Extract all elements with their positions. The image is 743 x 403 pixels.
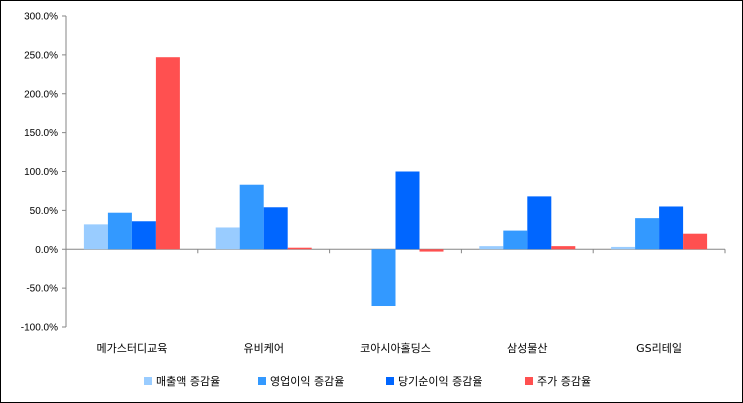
bar-3-2 [263, 207, 288, 250]
bar-1-2 [215, 227, 240, 250]
legend-label: 매출액 증감율 [156, 375, 220, 388]
legend-label: 영업이익 증감율 [270, 375, 344, 388]
category-label: GS리테일 [636, 341, 682, 355]
bar-3-4 [527, 196, 552, 250]
bar-4-4 [551, 246, 576, 250]
y-tick-label: 150.0% [24, 128, 58, 139]
y-tick-label: -100.0% [21, 323, 58, 334]
bar-2-4 [503, 230, 528, 250]
labels: 300.0% 250.0% 200.0% 150.0% 100.0% 50.0% 0.0% -… [21, 12, 682, 356]
y-tick-label: 200.0% [24, 89, 58, 100]
y-tick-label: 100.0% [24, 167, 58, 178]
y-tick-label: 0.0% [35, 245, 58, 256]
bar-1-4 [479, 246, 504, 250]
legend-swatch [258, 377, 266, 385]
legend-swatch [386, 377, 394, 385]
bar-1-1 [83, 224, 108, 250]
bar-2-1 [107, 212, 132, 250]
legend-swatch [525, 377, 533, 385]
category-label: 유비케어 [243, 342, 283, 355]
category-label: 메가스터디교육 [96, 342, 167, 355]
bar-1-5 [611, 246, 636, 250]
bar-4-5 [683, 233, 708, 250]
bar-4-3 [419, 249, 444, 252]
y-tick-label: 50.0% [30, 206, 58, 217]
bar-4-1 [155, 57, 180, 250]
y-tick-label: 250.0% [24, 50, 58, 61]
legend: 매출액 증감율 영업이익 증감율 당기순이익 증감율 주가 증감율 [144, 375, 591, 388]
bar-2-5 [635, 218, 660, 250]
y-tick-label: -50.0% [26, 284, 58, 295]
bars [83, 57, 708, 307]
bar-3-5 [659, 206, 684, 250]
category-label: 삼성물산 [507, 342, 547, 355]
legend-swatch [144, 377, 152, 385]
bar-2-3 [371, 249, 396, 307]
category-label: 코아시아홀딩스 [360, 342, 431, 355]
y-tick-label: 300.0% [24, 12, 58, 23]
bar-4-2 [287, 247, 312, 250]
bar-3-1 [131, 221, 156, 250]
legend-label: 주가 증감율 [537, 375, 591, 388]
bar-3-3 [395, 171, 420, 250]
bar-2-2 [239, 184, 264, 250]
legend-label: 당기순이익 증감율 [398, 375, 482, 388]
